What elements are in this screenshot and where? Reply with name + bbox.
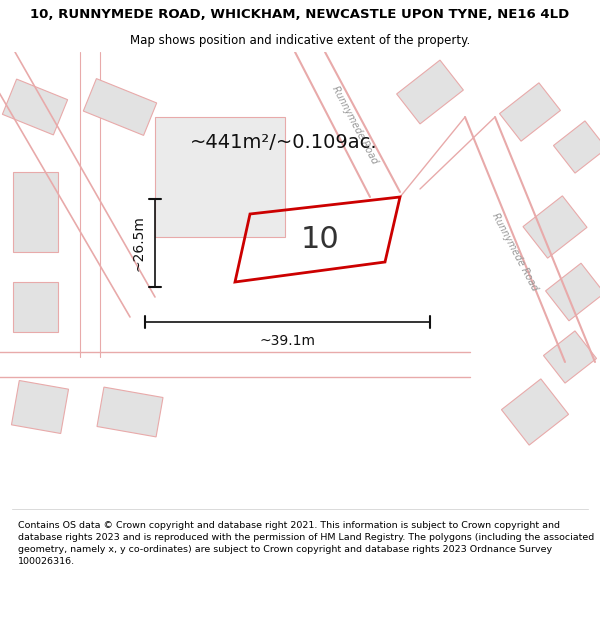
Text: Map shows position and indicative extent of the property.: Map shows position and indicative extent… — [130, 34, 470, 47]
Text: 10, RUNNYMEDE ROAD, WHICKHAM, NEWCASTLE UPON TYNE, NE16 4LD: 10, RUNNYMEDE ROAD, WHICKHAM, NEWCASTLE … — [31, 8, 569, 21]
Text: ~26.5m: ~26.5m — [131, 215, 145, 271]
Polygon shape — [155, 117, 285, 237]
Polygon shape — [502, 379, 569, 445]
Polygon shape — [2, 79, 68, 135]
Polygon shape — [83, 79, 157, 136]
Polygon shape — [11, 381, 68, 434]
Polygon shape — [13, 172, 58, 252]
Polygon shape — [523, 196, 587, 258]
Text: Contains OS data © Crown copyright and database right 2021. This information is : Contains OS data © Crown copyright and d… — [18, 521, 594, 566]
Polygon shape — [397, 60, 463, 124]
Text: Runnymede Road: Runnymede Road — [490, 211, 540, 292]
Text: 10: 10 — [301, 224, 340, 254]
Text: ~39.1m: ~39.1m — [260, 334, 316, 348]
Polygon shape — [544, 331, 596, 383]
Polygon shape — [553, 121, 600, 173]
Text: ~441m²/~0.109ac.: ~441m²/~0.109ac. — [190, 132, 377, 151]
Polygon shape — [97, 387, 163, 437]
Text: Runnymede Road: Runnymede Road — [330, 84, 380, 166]
Polygon shape — [500, 83, 560, 141]
Polygon shape — [545, 263, 600, 321]
Polygon shape — [13, 282, 58, 332]
